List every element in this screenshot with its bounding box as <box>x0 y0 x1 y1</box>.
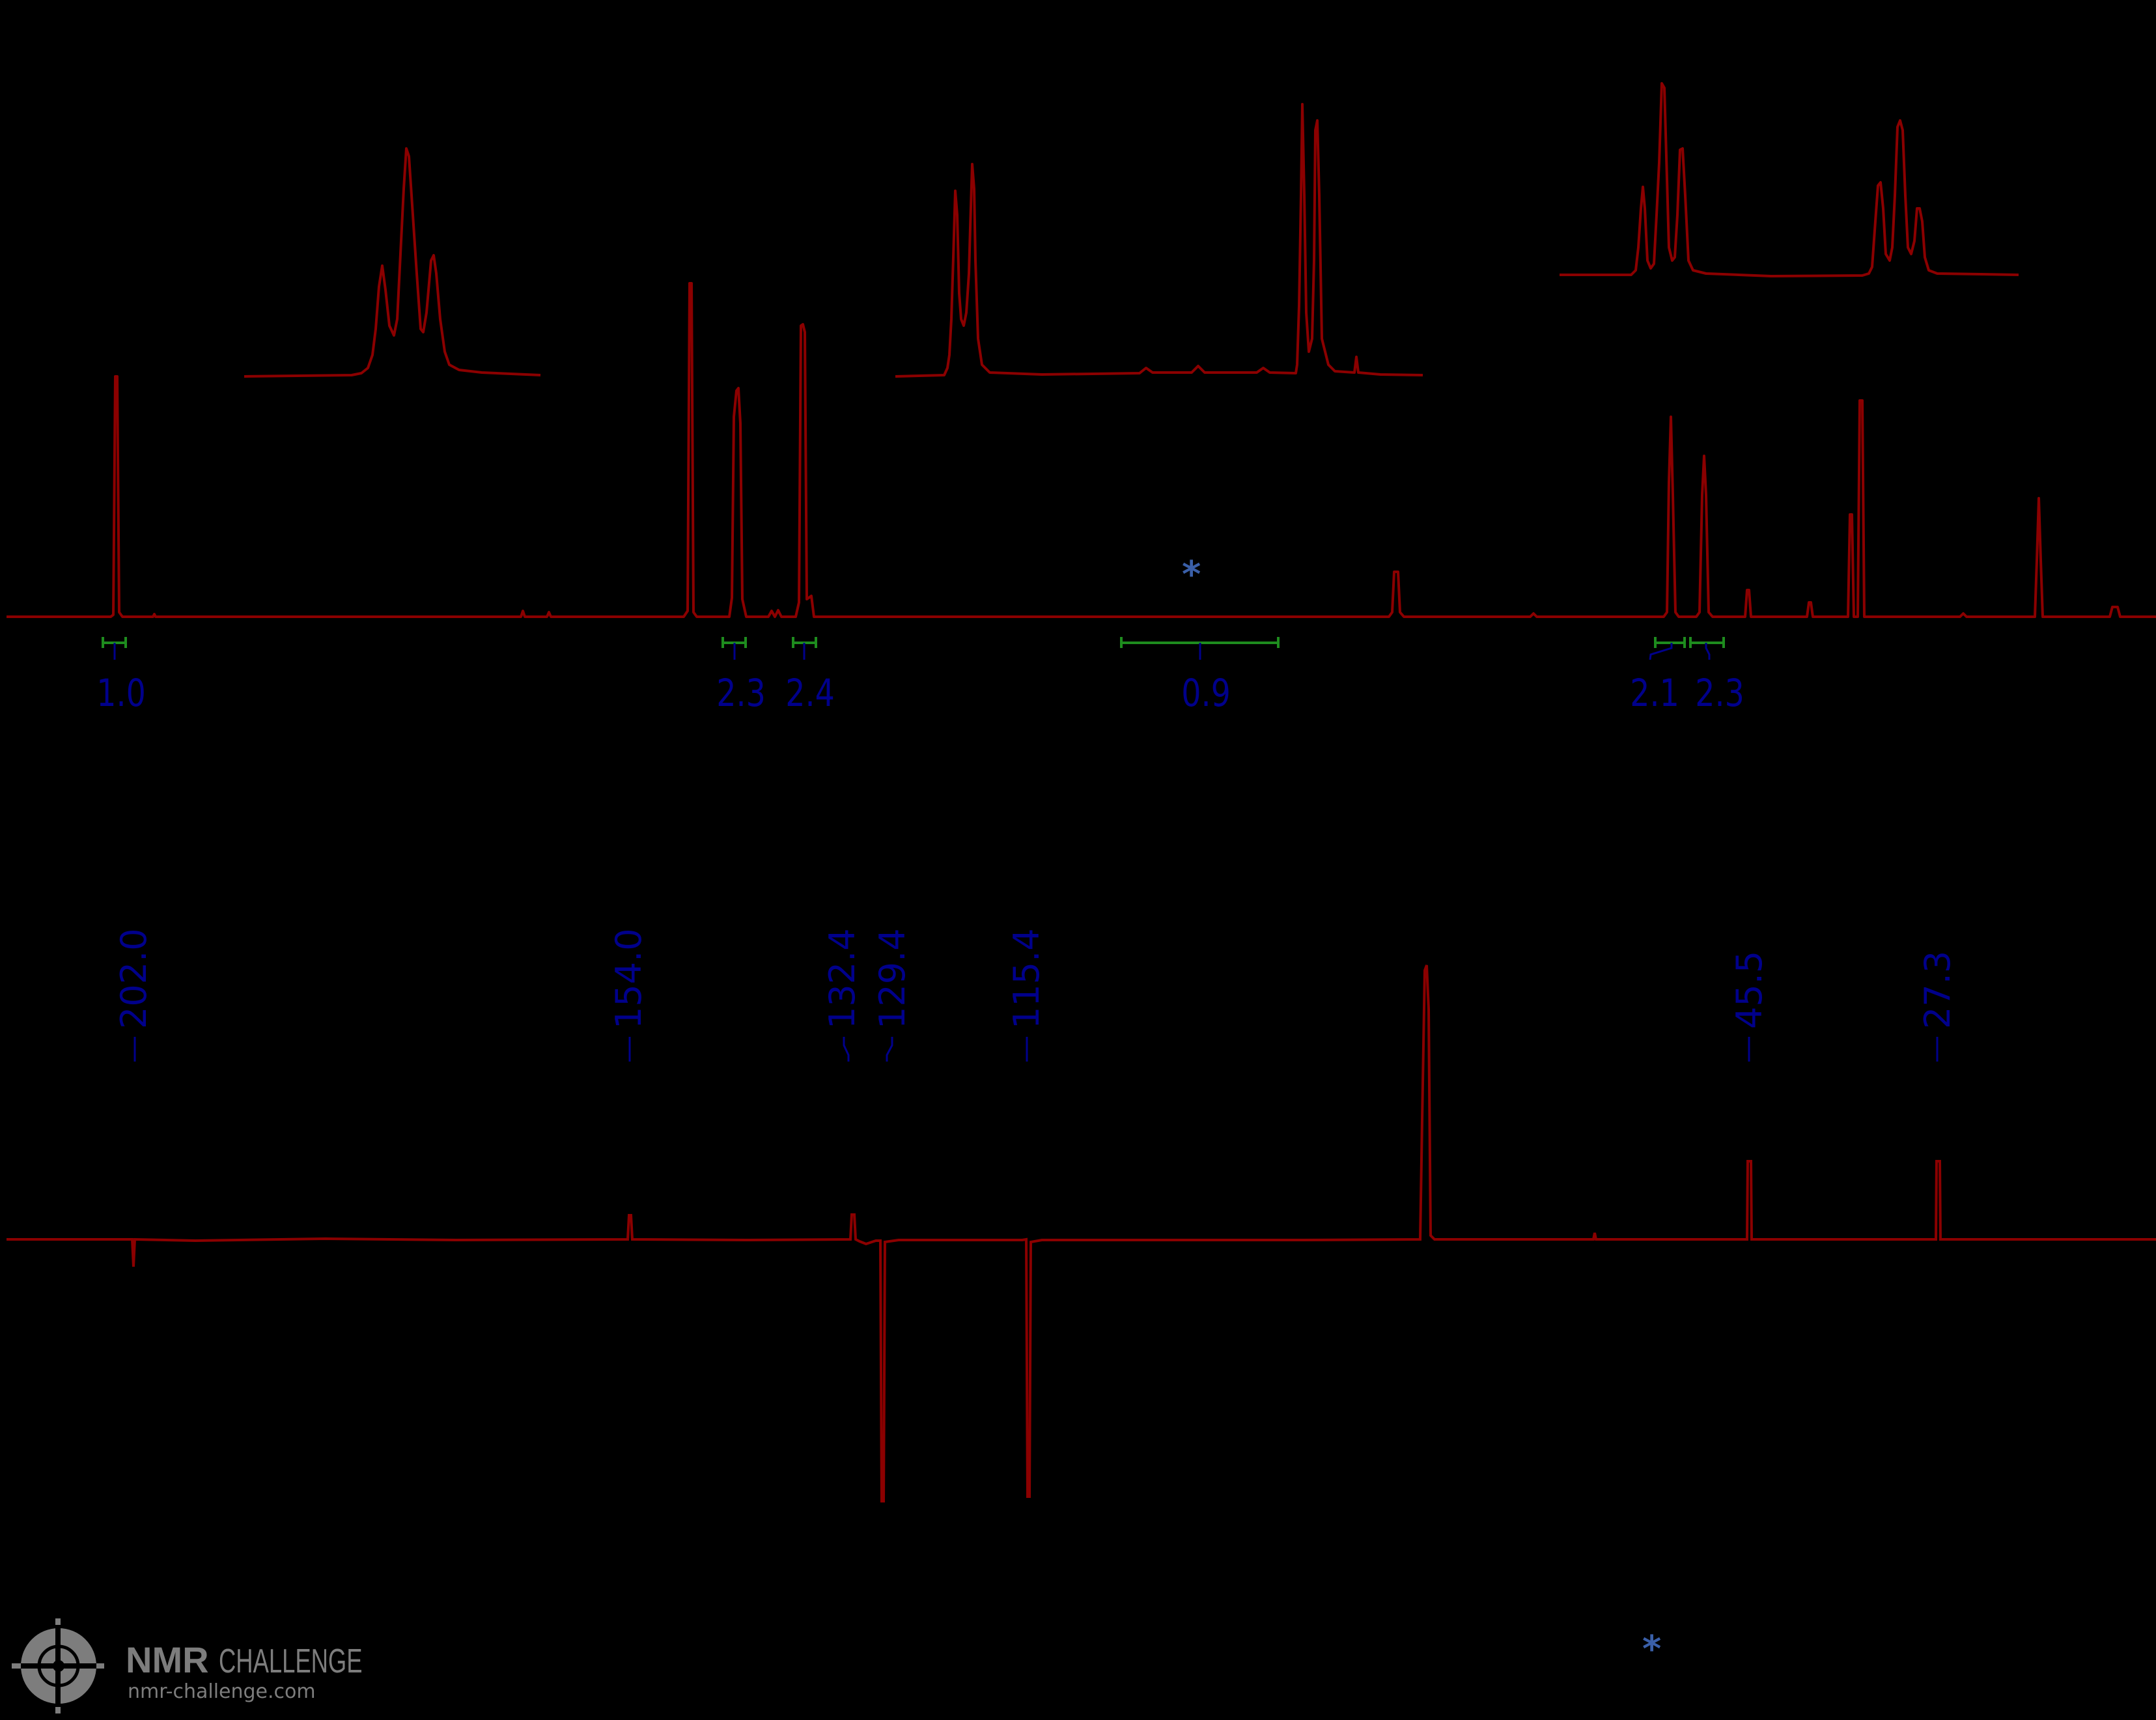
c13-spectrum <box>7 965 2156 1502</box>
carbon-label-27: 27.3 <box>1917 950 1958 1029</box>
h1-inset-aliphatic <box>1560 82 2019 277</box>
carbon-label-45: 45.5 <box>1729 950 1770 1029</box>
c13-trace <box>7 965 2156 1502</box>
h1-solvent-asterisk: * <box>1182 554 1201 596</box>
integral-bracket-5 <box>1654 637 1686 648</box>
nmr-challenge-logo: NMR CHALLENGE nmr-challenge.com <box>12 1615 376 1713</box>
c13-solvent-asterisk: * <box>1642 1628 1662 1671</box>
logo-title: NMR CHALLENGE <box>126 1639 424 1681</box>
integral-label-5: 2.1 <box>1630 671 1679 715</box>
logo-title-bold: NMR <box>126 1639 209 1680</box>
logo-url: nmr-challenge.com <box>128 1680 316 1703</box>
integral-label-1: 1.0 <box>96 671 146 715</box>
h1-integrals <box>102 637 1725 648</box>
h1-inset-triplet <box>244 147 541 378</box>
carbon-label-202: 202.0 <box>113 928 154 1029</box>
logo-crosshair-icon <box>12 1618 104 1713</box>
h1-inset-aromatic <box>895 103 1423 378</box>
h1-baseline-trace <box>7 282 2156 618</box>
h1-integral-ticks <box>113 643 1711 660</box>
integral-label-2: 2.3 <box>716 671 766 715</box>
integral-label-4: 0.9 <box>1181 671 1231 715</box>
integral-label-6: 2.3 <box>1695 671 1744 715</box>
h1-spectrum <box>7 82 2156 618</box>
integral-label-3: 2.4 <box>785 671 835 715</box>
carbon-label-115: 115.4 <box>1006 928 1047 1029</box>
carbon-label-129: 129.4 <box>872 928 913 1029</box>
carbon-label-154: 154.0 <box>608 928 649 1029</box>
carbon-label-132: 132.4 <box>822 928 863 1029</box>
c13-label-ticks <box>133 1037 1939 1062</box>
logo-title-light: CHALLENGE <box>219 1642 363 1680</box>
